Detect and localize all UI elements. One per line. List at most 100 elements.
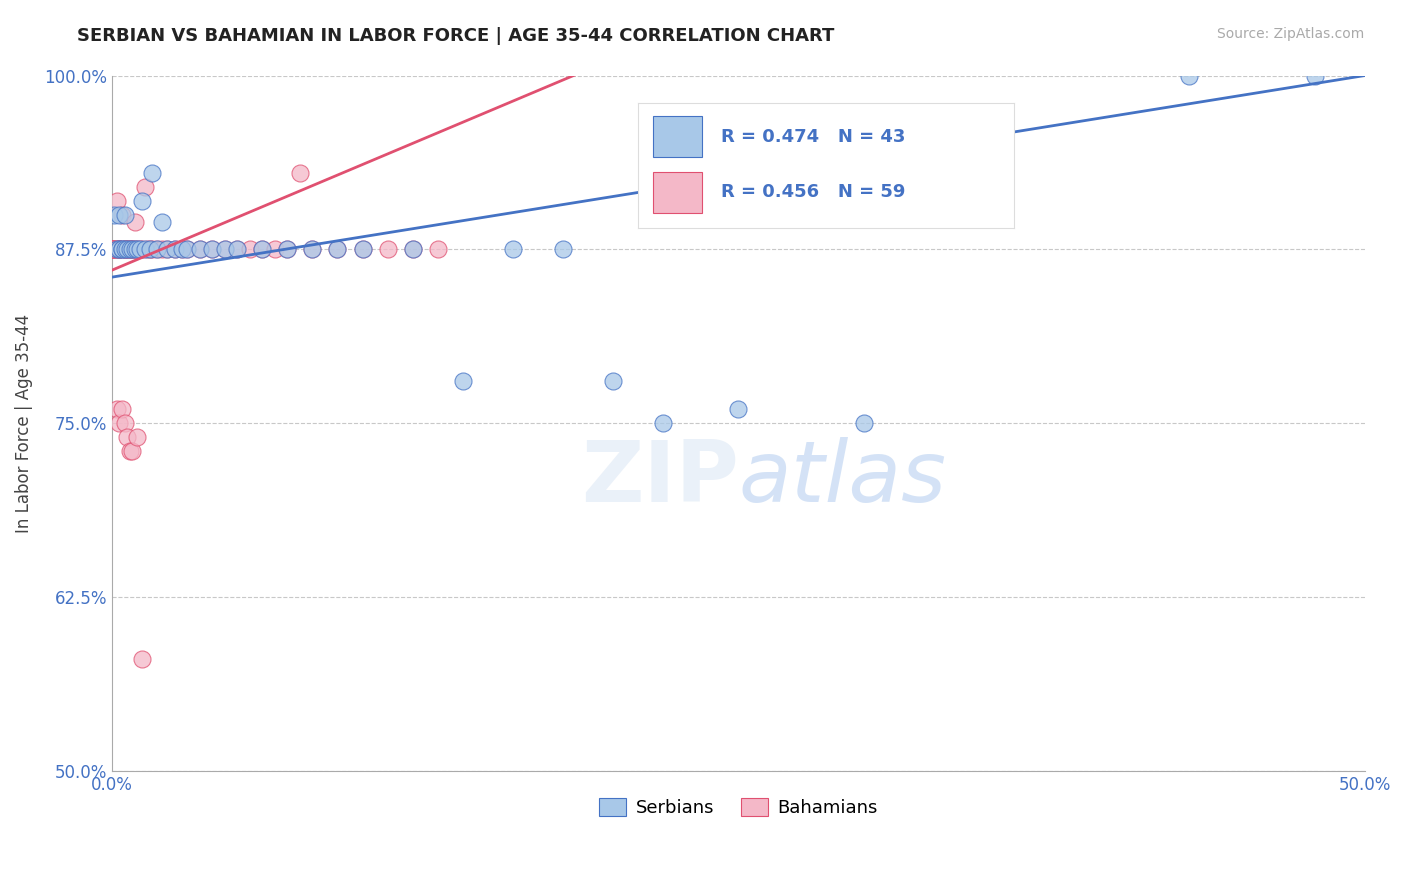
Point bbox=[115, 430, 138, 444]
Point bbox=[156, 242, 179, 256]
Point bbox=[103, 242, 125, 256]
Point bbox=[111, 242, 134, 256]
Point bbox=[141, 242, 163, 256]
Point bbox=[326, 242, 349, 256]
Point bbox=[101, 242, 124, 256]
Point bbox=[125, 242, 148, 256]
Point bbox=[276, 242, 298, 256]
Point bbox=[111, 208, 134, 222]
Point bbox=[118, 444, 141, 458]
Y-axis label: In Labor Force | Age 35-44: In Labor Force | Age 35-44 bbox=[15, 314, 32, 533]
Point bbox=[105, 242, 128, 256]
Point bbox=[602, 375, 624, 389]
Point bbox=[150, 242, 173, 256]
Point bbox=[111, 242, 134, 256]
Point bbox=[138, 242, 160, 256]
Point bbox=[150, 214, 173, 228]
Point bbox=[163, 242, 186, 256]
Point bbox=[1303, 69, 1326, 83]
Point bbox=[134, 242, 156, 256]
Point bbox=[156, 242, 179, 256]
Point bbox=[263, 242, 285, 256]
Point bbox=[105, 194, 128, 208]
Point bbox=[146, 242, 169, 256]
Point bbox=[226, 242, 249, 256]
Text: Source: ZipAtlas.com: Source: ZipAtlas.com bbox=[1216, 27, 1364, 41]
Point bbox=[131, 242, 153, 256]
Point bbox=[114, 208, 136, 222]
Point bbox=[111, 402, 134, 417]
Point bbox=[131, 652, 153, 666]
Point bbox=[727, 402, 749, 417]
Point bbox=[114, 242, 136, 256]
Point bbox=[288, 166, 311, 180]
Point bbox=[128, 242, 150, 256]
Point bbox=[252, 242, 274, 256]
Point bbox=[201, 242, 224, 256]
Point bbox=[426, 242, 449, 256]
Point bbox=[326, 242, 349, 256]
Point bbox=[188, 242, 211, 256]
Point bbox=[125, 430, 148, 444]
Point bbox=[125, 242, 148, 256]
Point bbox=[141, 166, 163, 180]
Point bbox=[377, 242, 399, 256]
Point bbox=[111, 242, 134, 256]
Point bbox=[118, 242, 141, 256]
Point bbox=[121, 444, 143, 458]
Point bbox=[401, 242, 423, 256]
Point bbox=[214, 242, 236, 256]
Point bbox=[115, 242, 138, 256]
Text: atlas: atlas bbox=[738, 437, 946, 520]
Point bbox=[352, 242, 374, 256]
Point bbox=[163, 242, 186, 256]
Point bbox=[146, 242, 169, 256]
Point bbox=[301, 242, 323, 256]
Point bbox=[108, 416, 131, 430]
Point bbox=[105, 242, 128, 256]
Point bbox=[114, 416, 136, 430]
Point bbox=[652, 416, 675, 430]
Point bbox=[214, 242, 236, 256]
Point bbox=[105, 402, 128, 417]
Point bbox=[124, 214, 146, 228]
Point bbox=[108, 242, 131, 256]
Point bbox=[138, 242, 160, 256]
Point bbox=[114, 242, 136, 256]
Text: ZIP: ZIP bbox=[581, 437, 738, 520]
Point bbox=[201, 242, 224, 256]
Point bbox=[121, 242, 143, 256]
Point bbox=[108, 242, 131, 256]
Point bbox=[121, 242, 143, 256]
Point bbox=[502, 242, 524, 256]
Point bbox=[115, 242, 138, 256]
Point bbox=[128, 242, 150, 256]
Point bbox=[188, 242, 211, 256]
Point bbox=[172, 242, 194, 256]
Point bbox=[852, 416, 875, 430]
Point bbox=[124, 242, 146, 256]
Point bbox=[1178, 69, 1201, 83]
Point bbox=[101, 242, 124, 256]
Point bbox=[176, 242, 198, 256]
Point bbox=[121, 242, 143, 256]
Point bbox=[103, 208, 125, 222]
Point bbox=[239, 242, 262, 256]
Point bbox=[401, 242, 423, 256]
Point bbox=[134, 179, 156, 194]
Legend: Serbians, Bahamians: Serbians, Bahamians bbox=[592, 791, 884, 824]
Point bbox=[118, 242, 141, 256]
Point bbox=[114, 242, 136, 256]
Point bbox=[301, 242, 323, 256]
Point bbox=[226, 242, 249, 256]
Point bbox=[172, 242, 194, 256]
Point bbox=[551, 242, 574, 256]
Point bbox=[176, 242, 198, 256]
Point bbox=[108, 242, 131, 256]
Point bbox=[108, 242, 131, 256]
Point bbox=[124, 242, 146, 256]
Point bbox=[103, 242, 125, 256]
Text: SERBIAN VS BAHAMIAN IN LABOR FORCE | AGE 35-44 CORRELATION CHART: SERBIAN VS BAHAMIAN IN LABOR FORCE | AGE… bbox=[77, 27, 835, 45]
Point bbox=[252, 242, 274, 256]
Point bbox=[451, 375, 474, 389]
